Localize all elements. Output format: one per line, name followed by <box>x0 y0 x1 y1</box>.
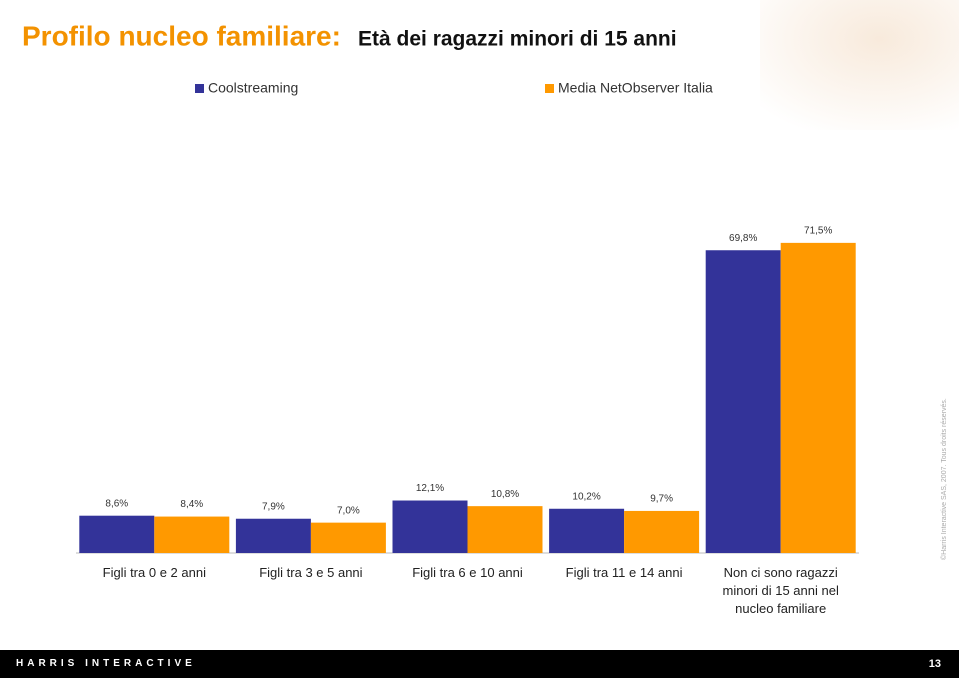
value-label: 8,4% <box>180 499 203 510</box>
footer: HARRIS INTERACTIVE 13 <box>0 650 959 678</box>
value-label: 12,1% <box>416 483 444 494</box>
value-label: 71,5% <box>804 226 832 237</box>
bar <box>310 522 386 553</box>
photo-backdrop <box>760 0 959 130</box>
category-label: Figli tra 0 e 2 anni <box>102 565 206 580</box>
bar <box>235 518 311 553</box>
title: Profilo nucleo familiare: <box>22 20 341 51</box>
bar <box>705 250 781 553</box>
bar <box>467 506 543 553</box>
bar <box>780 242 856 553</box>
legend-label: Coolstreaming <box>208 80 298 96</box>
footer-brand: HARRIS INTERACTIVE <box>16 658 196 669</box>
bar <box>549 508 625 553</box>
bar <box>624 510 700 553</box>
bar <box>154 516 230 553</box>
page-number: 13 <box>928 658 941 670</box>
copyright: ©Harris Interactive SAS, 2007. Tous droi… <box>940 398 948 560</box>
value-label: 69,8% <box>729 233 757 244</box>
category-label: Figli tra 3 e 5 anni <box>259 565 363 580</box>
value-label: 10,2% <box>572 491 600 502</box>
value-label: 7,9% <box>262 501 285 512</box>
category-label: Figli tra 6 e 10 anni <box>412 565 523 580</box>
bar <box>392 500 468 553</box>
category-label: Non ci sono ragazzi minori di 15 anni ne… <box>722 565 839 616</box>
value-label: 9,7% <box>650 494 673 505</box>
subtitle: Età dei ragazzi minori di 15 anni <box>358 28 677 51</box>
value-label: 10,8% <box>491 489 519 500</box>
legend-label: Media NetObserver Italia <box>558 80 713 96</box>
legend-swatch <box>545 84 554 93</box>
value-label: 7,0% <box>337 505 360 516</box>
legend-swatch <box>195 84 204 93</box>
bar <box>79 515 155 553</box>
category-label: Figli tra 11 e 14 anni <box>565 565 683 580</box>
value-label: 8,6% <box>105 498 128 509</box>
